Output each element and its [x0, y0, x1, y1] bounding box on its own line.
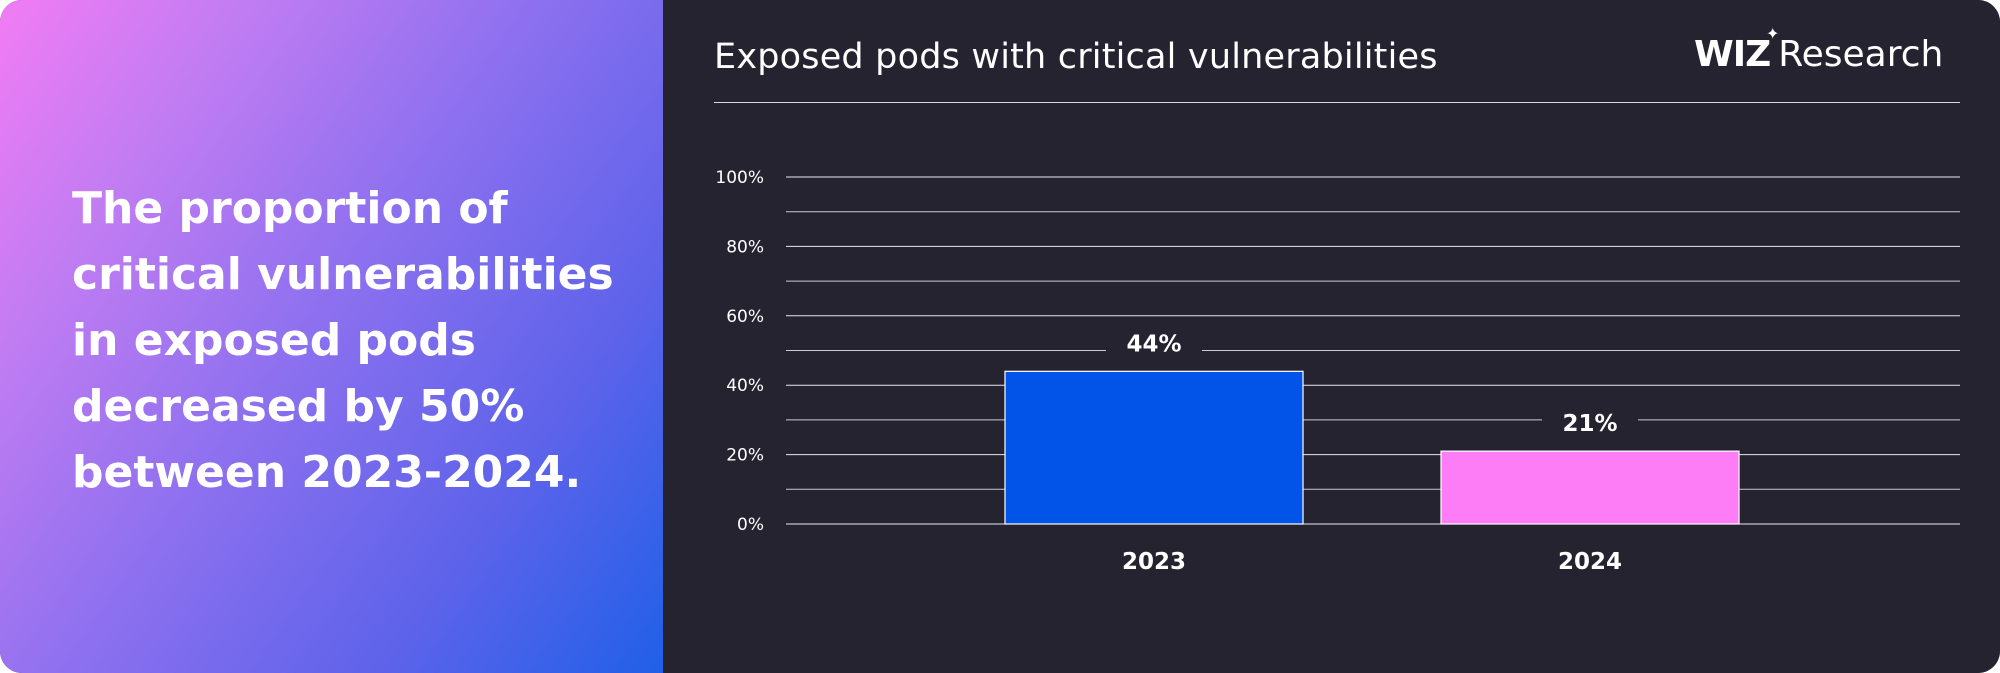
y-tick-label: 100% [715, 168, 764, 188]
wiz-research-logo: WIZ ✦ Research [1694, 24, 1944, 80]
bar-2023 [1004, 370, 1304, 525]
value-label-backdrop [1106, 324, 1202, 359]
value-label: 21% [1562, 411, 1617, 437]
x-category-label: 2024 [1558, 549, 1622, 575]
x-category-label: 2023 [1122, 549, 1186, 575]
title-divider [714, 102, 1960, 103]
value-label-backdrop [1542, 404, 1638, 439]
headline-text: The proportion of critical vulnerabiliti… [72, 183, 614, 498]
y-tick-label: 60% [726, 307, 764, 327]
headline-panel: The proportion of critical vulnerabiliti… [0, 0, 663, 673]
bar-2024 [1440, 450, 1740, 525]
chart-panel [663, 0, 2000, 673]
y-tick-label: 40% [726, 376, 764, 396]
y-tick-label: 80% [726, 237, 764, 257]
value-label: 44% [1126, 331, 1181, 357]
wiz-logo: WIZ [1694, 34, 1771, 75]
research-label: Research [1778, 34, 1944, 75]
sparkle-icon: ✦ [1766, 24, 1780, 43]
chart-title: Exposed pods with critical vulnerabiliti… [714, 37, 1438, 77]
y-tick-label: 0% [737, 515, 764, 535]
y-tick-label: 20% [726, 446, 764, 466]
